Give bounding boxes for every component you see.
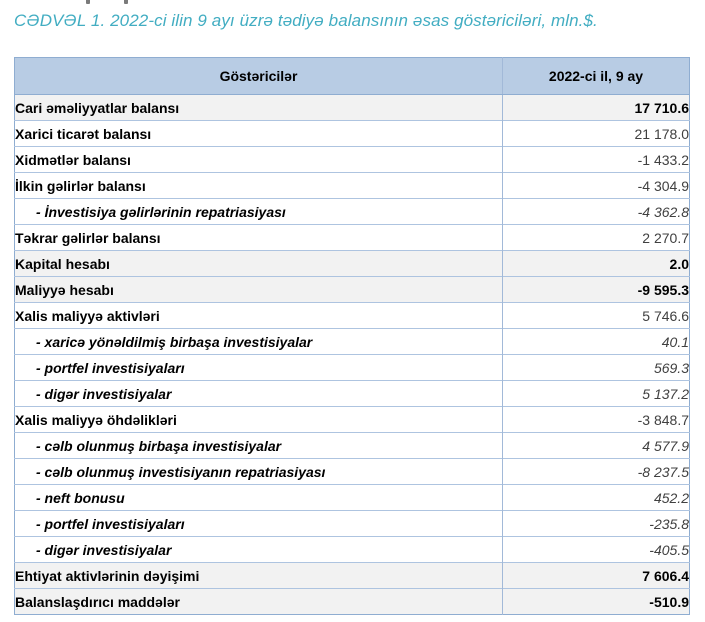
table-row: - neft bonusu 452.2 <box>14 484 690 511</box>
table-header-row: Göstəricilər 2022-ci il, 9 ay <box>14 57 690 95</box>
row-label: - digər investisiyalar <box>14 536 503 563</box>
row-value: -510.9 <box>502 588 690 615</box>
row-label: Kapital hesabı <box>14 250 503 277</box>
row-value: 5 746.6 <box>502 302 690 329</box>
row-value: 2.0 <box>502 250 690 277</box>
row-value: 17 710.6 <box>502 94 690 121</box>
row-value: -235.8 <box>502 510 690 537</box>
row-label: Cari əməliyyatlar balansı <box>15 99 180 116</box>
row-label: - neft bonusu <box>14 484 503 511</box>
row-value: 4 577.9 <box>502 432 690 459</box>
row-label: - cəlb olunmuş birbaşa investisiyalar <box>14 432 503 459</box>
table-row: Kapital hesabı 2.0 <box>14 250 690 277</box>
row-value: 21 178.0 <box>502 120 690 147</box>
table-row: - cəlb olunmuş birbaşa investisiyalar 4 5… <box>14 432 690 459</box>
row-value: -8 237.5 <box>502 458 690 485</box>
table-row: - digər investisiyalar -405.5 <box>14 536 690 563</box>
row-value: 2 270.7 <box>502 224 690 251</box>
row-label: - digər investisiyalar <box>14 380 503 407</box>
row-value: 569.3 <box>502 354 690 381</box>
table-row: Təkrar gəlirlər balansı 2 270.7 <box>14 224 690 251</box>
row-value: 5 137.2 <box>502 380 690 407</box>
table-row: Cari əməliyyatlar balansı 17 710.6 <box>14 94 690 121</box>
row-label: - portfel investisiyaları <box>14 510 503 537</box>
column-header-indicators: Göstəricilər <box>14 57 503 95</box>
row-value: 7 606.4 <box>502 562 690 589</box>
table-row: - cəlb olunmuş investisiyanın repatriasi… <box>14 458 690 485</box>
row-value: 40.1 <box>502 328 690 355</box>
table-row: - xaricə yönəldilmiş birbaşa investisiya… <box>14 328 690 355</box>
table-row: Xarici ticarət balansı 21 178.0 <box>14 120 690 147</box>
row-value: -3 848.7 <box>502 406 690 433</box>
table-row: - portfel investisiyaları -235.8 <box>14 510 690 537</box>
row-value: -4 362.8 <box>502 198 690 225</box>
table-row: Maliyyə hesabı -9 595.3 <box>14 276 690 303</box>
row-value: -4 304.9 <box>502 172 690 199</box>
row-label: Balanslaşdırıcı maddələr <box>14 588 503 615</box>
table-row: - İnvestisiya gəlirlərinin repatriasiyas… <box>14 198 690 225</box>
row-value: 452.2 <box>502 484 690 511</box>
table-row: - digər investisiyalar 5 137.2 <box>14 380 690 407</box>
row-label: - portfel investisiyaları <box>14 354 503 381</box>
row-label: - xaricə yönəldilmiş birbaşa investisiya… <box>14 328 503 355</box>
table-row: Xalis maliyyə aktivləri 5 746.6 <box>14 302 690 329</box>
table-row: - portfel investisiyaları 569.3 <box>14 354 690 381</box>
row-label: Maliyyə hesabı <box>14 276 503 303</box>
row-label: - cəlb olunmuş investisiyanın repatriasi… <box>14 458 503 485</box>
row-label: Xarici ticarət balansı <box>14 120 503 147</box>
table-row: Xalis maliyyə öhdəlikləri -3 848.7 <box>14 406 690 433</box>
row-label: Ehtiyat aktivlərinin dəyişimi <box>14 562 503 589</box>
row-value: -405.5 <box>502 536 690 563</box>
row-value: -1 433.2 <box>502 146 690 173</box>
table-caption: CƏDVƏL 1. 2022-ci ilin 9 ayı üzrə tədiyə… <box>14 11 598 30</box>
row-value: -9 595.3 <box>502 276 690 303</box>
row-label: Xalis maliyyə aktivləri <box>14 302 503 329</box>
table-row: İlkin gəlirlər balansı -4 304.9 <box>14 172 690 199</box>
row-label: Xalis maliyyə öhdəlikləri <box>14 406 503 433</box>
row-label: İlkin gəlirlər balansı <box>14 172 503 199</box>
table-body: Cari əməliyyatlar balansı 17 710.6 Xarici … <box>14 94 690 615</box>
table-row: Ehtiyat aktivlərinin dəyişimi 7 606.4 <box>14 562 690 589</box>
row-label: - İnvestisiya gəlirlərinin repatriasiyas… <box>14 198 503 225</box>
row-label: Təkrar gəlirlər balansı <box>14 224 503 251</box>
balance-of-payments-table: Göstəricilər 2022-ci il, 9 ay Cari əməli… <box>14 57 690 615</box>
table-row: Xidmətlər balansı -1 433.2 <box>14 146 690 173</box>
column-header-period: 2022-ci il, 9 ay <box>502 57 690 95</box>
row-label: Xidmətlər balansı <box>14 146 503 173</box>
table-row: Balanslaşdırıcı maddələr -510.9 <box>14 588 690 615</box>
cropped-text-artifact <box>84 0 144 4</box>
